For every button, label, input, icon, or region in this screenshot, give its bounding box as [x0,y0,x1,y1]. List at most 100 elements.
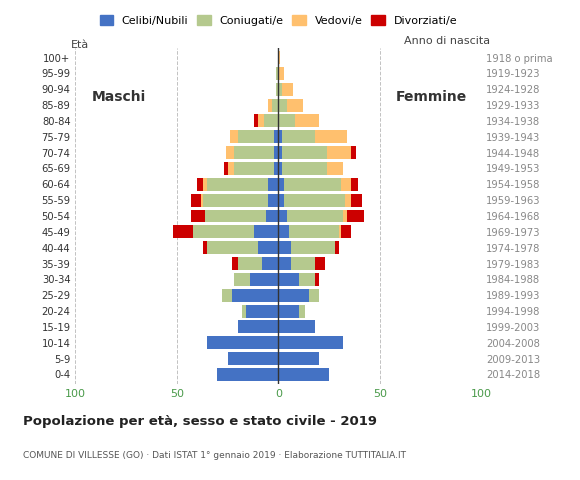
Bar [268,98,273,111]
Bar [278,289,309,302]
Bar [278,368,329,381]
Text: Femmine: Femmine [396,90,467,104]
Bar [254,114,258,127]
Bar [327,162,343,175]
Bar [234,146,274,159]
Bar [278,352,319,365]
Text: COMUNE DI VILLESSE (GO) · Dati ISTAT 1° gennaio 2019 · Elaborazione TUTTITALIA.I: COMUNE DI VILLESSE (GO) · Dati ISTAT 1° … [23,451,406,460]
Bar [238,321,278,334]
Bar [246,305,278,318]
Bar [351,146,356,159]
Bar [278,114,295,127]
Bar [351,178,357,191]
Bar [234,162,274,175]
Bar [278,98,287,111]
Bar [268,193,278,207]
Bar [282,162,327,175]
Bar [345,193,351,207]
Bar [258,241,278,254]
Bar [315,273,319,286]
Bar [291,257,315,270]
Bar [299,273,315,286]
Bar [287,209,343,223]
Bar [351,193,362,207]
Bar [278,321,315,334]
Bar [207,241,258,254]
Bar [193,225,254,239]
Bar [278,51,280,64]
Bar [341,178,351,191]
Bar [205,209,266,223]
Bar [227,162,234,175]
Bar [234,273,250,286]
Bar [230,130,238,143]
Bar [288,225,339,239]
Bar [278,178,284,191]
Bar [291,241,335,254]
Bar [191,193,201,207]
Text: Anno di nascita: Anno di nascita [404,36,490,46]
Bar [254,225,278,239]
Bar [276,83,278,96]
Bar [191,209,205,223]
Bar [335,241,339,254]
Text: Maschi: Maschi [92,90,146,104]
Bar [264,114,278,127]
Bar [282,146,327,159]
Bar [223,162,227,175]
Bar [315,130,347,143]
Bar [299,305,305,318]
Bar [278,67,284,80]
Bar [266,209,278,223]
Bar [278,241,291,254]
Bar [231,289,278,302]
Bar [203,178,207,191]
Bar [262,257,278,270]
Bar [278,273,299,286]
Bar [278,209,287,223]
Bar [287,98,303,111]
Bar [341,225,351,239]
Bar [238,130,274,143]
Bar [278,83,282,96]
Bar [218,368,278,381]
Bar [347,209,364,223]
Bar [315,257,325,270]
Bar [295,114,319,127]
Bar [309,289,319,302]
Legend: Celibi/Nubili, Coniugati/e, Vedovi/e, Divorziati/e: Celibi/Nubili, Coniugati/e, Vedovi/e, Di… [100,15,457,26]
Bar [284,193,345,207]
Bar [278,305,299,318]
Bar [226,146,234,159]
Bar [238,257,262,270]
Text: Età: Età [71,39,89,49]
Bar [222,289,231,302]
Bar [327,146,351,159]
Bar [276,67,278,80]
Bar [231,257,238,270]
Bar [274,146,278,159]
Bar [339,225,341,239]
Bar [273,98,278,111]
Bar [203,241,207,254]
Bar [282,83,292,96]
Bar [173,225,193,239]
Bar [227,352,278,365]
Bar [250,273,278,286]
Bar [274,162,278,175]
Bar [208,178,268,191]
Bar [284,178,341,191]
Bar [278,257,291,270]
Bar [343,209,347,223]
Bar [278,336,343,349]
Bar [197,178,203,191]
Bar [207,336,278,349]
Bar [203,193,268,207]
Text: Popolazione per età, sesso e stato civile - 2019: Popolazione per età, sesso e stato civil… [23,415,377,428]
Bar [278,162,282,175]
Bar [278,146,282,159]
Bar [268,178,278,191]
Bar [278,225,288,239]
Bar [278,193,284,207]
Bar [282,130,315,143]
